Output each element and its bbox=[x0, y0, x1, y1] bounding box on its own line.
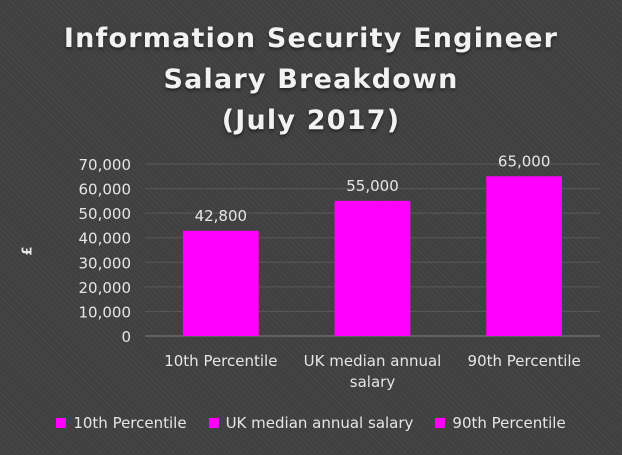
legend-label: 10th Percentile bbox=[73, 414, 187, 432]
x-tick-label: 90th Percentile bbox=[468, 352, 581, 370]
data-label: 65,000 bbox=[498, 152, 551, 170]
legend: 10th Percentile UK median annual salary … bbox=[0, 414, 622, 432]
legend-swatch bbox=[435, 418, 446, 428]
legend-item-90th-percentile: 90th Percentile bbox=[435, 414, 566, 432]
legend-item-10th-percentile: 10th Percentile bbox=[56, 414, 187, 432]
x-tick-label: salary bbox=[350, 373, 396, 391]
data-label: 42,800 bbox=[195, 207, 248, 225]
y-tick-label: 50,000 bbox=[79, 205, 132, 223]
legend-label: 90th Percentile bbox=[452, 414, 566, 432]
chart-title: Information Security Engineer Salary Bre… bbox=[0, 18, 622, 141]
y-tick-label: 10,000 bbox=[79, 303, 132, 321]
bar bbox=[334, 200, 411, 336]
chart-title-line-1: Information Security Engineer bbox=[63, 23, 559, 54]
y-tick-label: 0 bbox=[121, 328, 131, 346]
x-tick-label: 10th Percentile bbox=[164, 352, 277, 370]
bar bbox=[486, 176, 563, 336]
y-tick-label: 60,000 bbox=[79, 181, 132, 199]
chart-title-line-2: Salary Breakdown bbox=[163, 64, 459, 95]
data-label: 55,000 bbox=[346, 177, 399, 195]
legend-swatch bbox=[208, 418, 219, 428]
y-tick-label: 40,000 bbox=[79, 230, 132, 248]
legend-label: UK median annual salary bbox=[225, 414, 414, 432]
x-tick-label: UK median annual bbox=[304, 352, 442, 370]
bar bbox=[182, 230, 259, 336]
legend-swatch bbox=[56, 418, 67, 428]
chart-title-line-3: (July 2017) bbox=[221, 105, 401, 136]
y-tick-label: 20,000 bbox=[79, 279, 132, 297]
legend-item-uk-median: UK median annual salary bbox=[208, 414, 414, 432]
y-tick-label: 30,000 bbox=[79, 254, 132, 272]
y-tick-label: 70,000 bbox=[79, 156, 132, 174]
